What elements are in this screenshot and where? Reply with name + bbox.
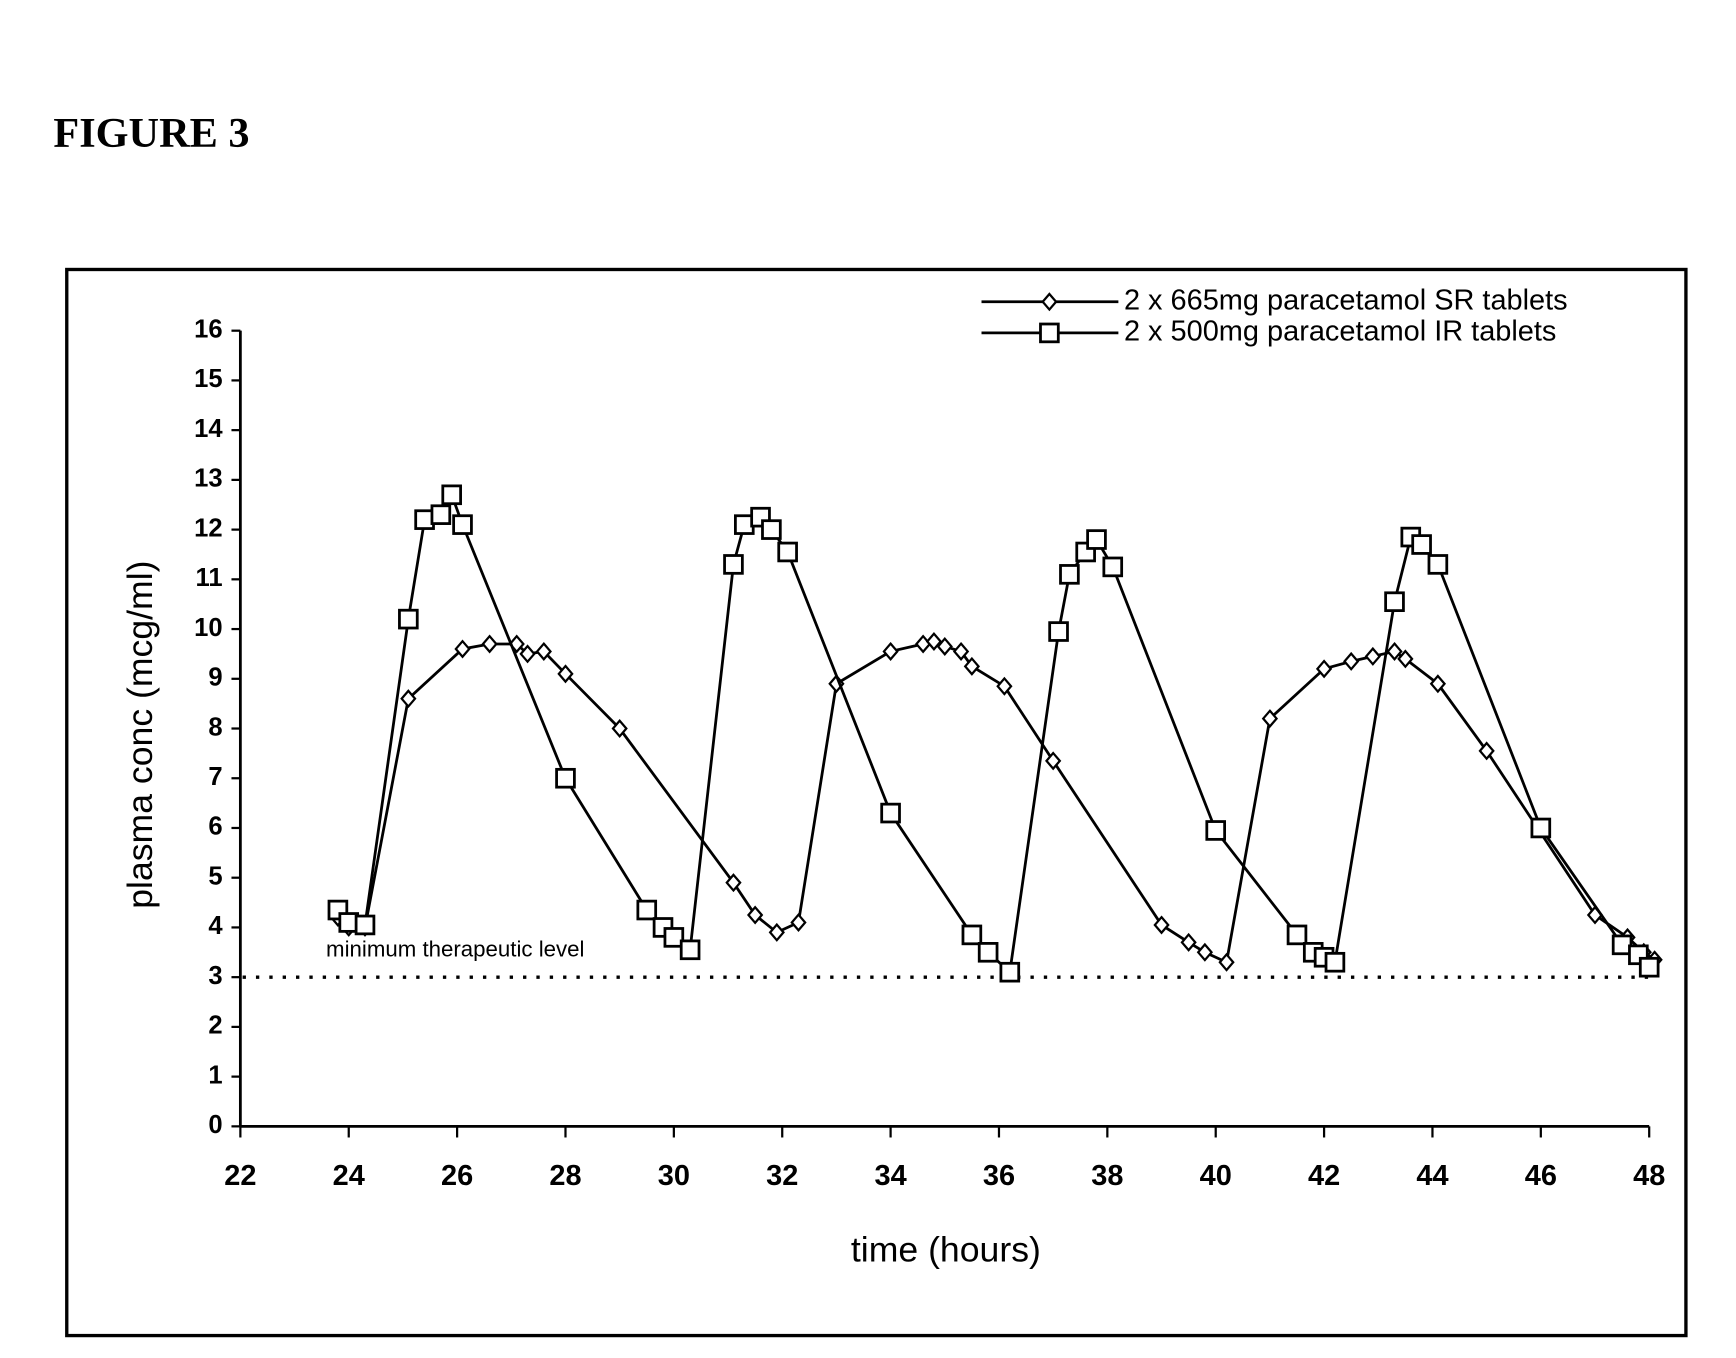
- x-tick-label: 30: [658, 1160, 690, 1192]
- data-point: [638, 901, 656, 919]
- data-point: [1345, 654, 1358, 670]
- data-point: [1182, 935, 1195, 951]
- y-tick-label: 12: [194, 514, 222, 542]
- data-point: [557, 769, 575, 787]
- data-point: [1050, 623, 1068, 641]
- x-tick-label: 44: [1416, 1160, 1448, 1192]
- data-point: [884, 644, 897, 660]
- data-point: [454, 516, 472, 534]
- y-tick-label: 2: [208, 1012, 222, 1040]
- data-point: [681, 941, 699, 959]
- data-point: [1198, 945, 1211, 961]
- x-tick-label: 24: [333, 1160, 365, 1192]
- data-point: [1104, 558, 1122, 576]
- y-tick-label: 10: [194, 614, 222, 642]
- data-point: [1429, 556, 1447, 574]
- data-point: [779, 543, 797, 561]
- y-tick-label: 6: [208, 813, 222, 841]
- y-tick-label: 8: [208, 713, 222, 741]
- x-axis-title: time (hours): [851, 1230, 1041, 1270]
- data-point: [1413, 536, 1431, 554]
- legend-label: 2 x 500mg paracetamol IR tablets: [1124, 316, 1556, 348]
- y-tick-label: 16: [194, 315, 222, 343]
- x-tick-label: 46: [1525, 1160, 1557, 1192]
- y-tick-label: 13: [194, 465, 222, 493]
- y-tick-label: 5: [208, 862, 222, 890]
- y-tick-label: 3: [208, 962, 222, 990]
- series-line: [338, 495, 1649, 972]
- y-tick-label: 11: [196, 564, 223, 592]
- data-point: [443, 486, 461, 504]
- data-point: [1207, 822, 1225, 840]
- threshold-label: minimum therapeutic level: [326, 936, 584, 961]
- y-tick-label: 7: [208, 763, 222, 791]
- y-tick-label: 9: [208, 664, 222, 692]
- series-line: [338, 641, 1655, 962]
- y-tick-label: 0: [208, 1111, 222, 1139]
- data-point: [1088, 531, 1106, 549]
- data-point: [1366, 649, 1379, 665]
- x-tick-label: 38: [1091, 1160, 1123, 1192]
- data-point: [483, 636, 496, 652]
- y-axis-title: plasma conc (mcg/ml): [120, 561, 160, 909]
- legend-label: 2 x 665mg paracetamol SR tablets: [1124, 284, 1568, 316]
- x-tick-label: 42: [1308, 1160, 1340, 1192]
- data-point: [725, 556, 743, 574]
- x-tick-label: 28: [549, 1160, 581, 1192]
- data-point: [762, 521, 780, 539]
- data-point: [1220, 954, 1233, 970]
- data-point: [792, 915, 805, 931]
- x-tick-label: 48: [1633, 1160, 1665, 1192]
- data-point: [1532, 819, 1550, 837]
- x-tick-label: 26: [441, 1160, 473, 1192]
- data-point: [979, 943, 997, 961]
- x-tick-label: 22: [224, 1160, 256, 1192]
- y-tick-label: 14: [194, 415, 223, 443]
- data-point: [1386, 593, 1404, 611]
- y-tick-label: 15: [194, 365, 222, 393]
- data-point: [432, 506, 450, 524]
- data-point: [916, 636, 929, 652]
- legend-marker: [1043, 294, 1056, 310]
- data-point: [1326, 953, 1344, 971]
- x-tick-label: 32: [766, 1160, 798, 1192]
- data-point: [882, 804, 900, 822]
- legend-marker: [1040, 324, 1058, 342]
- data-point: [1001, 963, 1019, 981]
- x-tick-label: 34: [875, 1160, 907, 1192]
- y-tick-label: 1: [208, 1061, 222, 1089]
- figure-title: FIGURE 3: [53, 110, 249, 157]
- data-point: [1640, 958, 1658, 976]
- x-tick-label: 36: [983, 1160, 1015, 1192]
- y-tick-label: 4: [208, 912, 223, 940]
- data-point: [399, 610, 417, 628]
- x-tick-label: 40: [1200, 1160, 1232, 1192]
- data-point: [356, 916, 374, 934]
- data-point: [963, 926, 981, 944]
- data-point: [1061, 565, 1079, 583]
- data-point: [1288, 926, 1306, 944]
